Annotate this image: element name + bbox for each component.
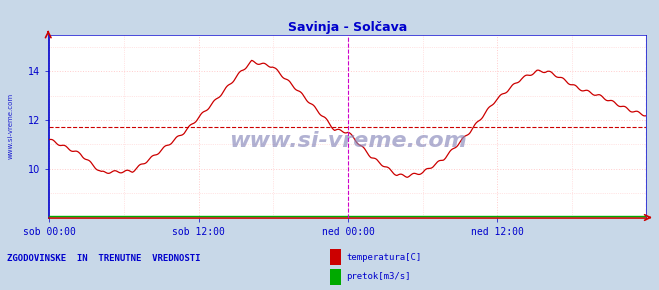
Text: pretok[m3/s]: pretok[m3/s] bbox=[346, 272, 411, 282]
Text: ZGODOVINSKE  IN  TRENUTNE  VREDNOSTI: ZGODOVINSKE IN TRENUTNE VREDNOSTI bbox=[7, 254, 200, 263]
Text: www.si-vreme.com: www.si-vreme.com bbox=[8, 93, 14, 159]
Title: Savinja - Solčava: Savinja - Solčava bbox=[288, 21, 407, 34]
Text: temperatura[C]: temperatura[C] bbox=[346, 253, 421, 262]
Text: www.si-vreme.com: www.si-vreme.com bbox=[229, 131, 467, 151]
